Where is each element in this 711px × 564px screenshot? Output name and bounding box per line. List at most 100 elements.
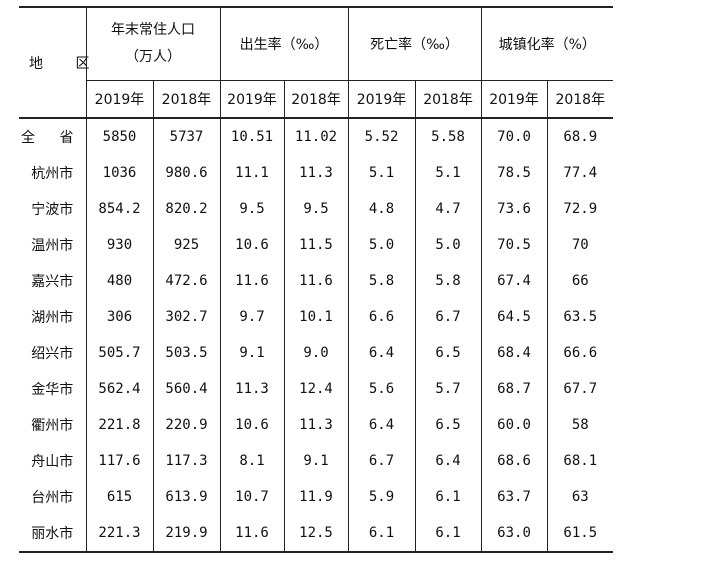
death2018-cell: 6.1 [414,515,482,553]
birth2018-cell: 9.1 [283,443,349,479]
region-cell: 金华市 [31,382,74,398]
death2019-cell: 6.4 [347,335,416,371]
urban2019-cell: 70.5 [480,227,548,263]
birth-rate-group-header: 出生率（‰） [219,6,349,81]
table-row: 温州市 930 925 10.6 11.5 5.0 5.0 70.5 70 [19,227,614,263]
death2018-cell: 6.1 [414,479,482,515]
death2018-cell: 5.7 [414,371,482,407]
birth2018-cell: 11.02 [283,117,349,155]
pop2018-cell: 302.7 [152,299,220,335]
urban2018-cell: 68.9 [546,117,614,155]
death2018-cell: 5.58 [414,117,482,155]
death2018-cell: 6.4 [414,443,482,479]
region-header-label: 地 区 [29,55,104,72]
urban2018-cell: 66 [546,263,614,299]
birth2019-cell: 10.6 [219,227,284,263]
death2019-cell: 6.7 [347,443,416,479]
urbanization-group-header: 城镇化率（%） [480,6,614,81]
death-2018-header: 2018年 [414,80,482,118]
region-cell: 温州市 [31,238,74,254]
birth2018-cell: 10.1 [283,299,349,335]
urban2018-cell: 61.5 [546,515,614,553]
death2019-cell: 5.52 [347,117,416,155]
pop2018-cell: 503.5 [152,335,220,371]
birth2019-cell: 11.6 [219,515,284,553]
population-group-header: 年末常住人口 （万人） [85,6,220,81]
urban2018-cell: 70 [546,227,614,263]
birth2019-cell: 10.51 [219,117,284,155]
death2018-cell: 5.0 [414,227,482,263]
table-row: 嘉兴市 480 472.6 11.6 11.6 5.8 5.8 67.4 66 [19,263,614,299]
region-cell: 舟山市 [31,454,74,470]
table-row: 舟山市 117.6 117.3 8.1 9.1 6.7 6.4 68.6 68.1 [19,443,614,479]
birth2018-cell: 11.6 [283,263,349,299]
death2019-cell: 6.4 [347,407,416,443]
death-2019-header: 2019年 [347,80,416,118]
birth2019-cell: 10.7 [219,479,284,515]
urban2019-cell: 68.7 [480,371,548,407]
urban2018-cell: 72.9 [546,191,614,227]
birth2019-cell: 11.1 [219,155,284,191]
pop2019-cell: 5850 [85,117,153,155]
pop2018-cell: 472.6 [152,263,220,299]
death2018-cell: 6.5 [414,407,482,443]
population-header-line1: 年末常住人口 [111,22,195,38]
urban2018-cell: 67.7 [546,371,614,407]
birth2018-cell: 11.3 [283,155,349,191]
death2019-cell: 6.6 [347,299,416,335]
pop2019-cell: 221.8 [85,407,153,443]
pop-2018-header: 2018年 [152,80,220,118]
pop2018-cell: 560.4 [152,371,220,407]
birth-2019-header: 2019年 [219,80,284,118]
region-cell: 绍兴市 [31,346,74,362]
death2018-cell: 6.7 [414,299,482,335]
birth2019-cell: 8.1 [219,443,284,479]
pop2019-cell: 562.4 [85,371,153,407]
region-cell: 湖州市 [31,310,74,326]
table-row: 台州市 615 613.9 10.7 11.9 5.9 6.1 63.7 63 [19,479,614,515]
death2019-cell: 5.0 [347,227,416,263]
pop2019-cell: 854.2 [85,191,153,227]
urban2019-cell: 67.4 [480,263,548,299]
birth2019-cell: 9.5 [219,191,284,227]
region-cell: 宁波市 [31,202,74,218]
pop2018-cell: 980.6 [152,155,220,191]
death2019-cell: 4.8 [347,191,416,227]
death2019-cell: 5.1 [347,155,416,191]
urban-2018-header: 2018年 [546,80,614,118]
table-body: 全 省 5850 5737 10.51 11.02 5.52 5.58 70.0 68.9 杭州市… [19,117,614,553]
pop2018-cell: 925 [152,227,220,263]
pop2019-cell: 480 [85,263,153,299]
death2019-cell: 5.8 [347,263,416,299]
table-row: 宁波市 854.2 820.2 9.5 9.5 4.8 4.7 73.6 72.9 [19,191,614,227]
urban2019-cell: 60.0 [480,407,548,443]
urban2018-cell: 68.1 [546,443,614,479]
pop-2019-header: 2019年 [85,80,153,118]
pop2019-cell: 117.6 [85,443,153,479]
death2018-cell: 5.8 [414,263,482,299]
death-rate-group-header: 死亡率（‰） [347,6,482,81]
urban2019-cell: 78.5 [480,155,548,191]
death2019-cell: 6.1 [347,515,416,553]
statistics-table: 地 区 年末常住人口 （万人） 出生率（‰） 死亡率（‰） 城镇化率（%） 20… [19,6,614,553]
pop2019-cell: 930 [85,227,153,263]
urban2018-cell: 63 [546,479,614,515]
pop2019-cell: 1036 [85,155,153,191]
pop2018-cell: 219.9 [152,515,220,553]
urban2019-cell: 68.6 [480,443,548,479]
birth2018-cell: 9.0 [283,335,349,371]
pop2019-cell: 306 [85,299,153,335]
urban2019-cell: 64.5 [480,299,548,335]
urban2019-cell: 63.0 [480,515,548,553]
pop2018-cell: 613.9 [152,479,220,515]
birth2019-cell: 9.1 [219,335,284,371]
population-header-line2: （万人） [125,49,181,65]
urban-2019-header: 2019年 [480,80,548,118]
region-cell: 嘉兴市 [31,274,74,290]
pop2018-cell: 820.2 [152,191,220,227]
urban2018-cell: 63.5 [546,299,614,335]
urban2019-cell: 68.4 [480,335,548,371]
table-row: 杭州市 1036 980.6 11.1 11.3 5.1 5.1 78.5 77.4 [19,155,614,191]
pop2018-cell: 220.9 [152,407,220,443]
birth2018-cell: 11.9 [283,479,349,515]
